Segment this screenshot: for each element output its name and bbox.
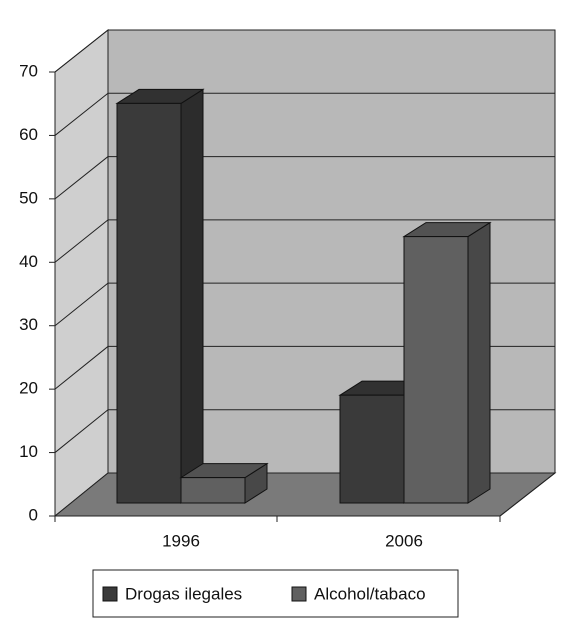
x-tick-label: 2006 xyxy=(385,531,423,550)
grid-line xyxy=(54,156,109,200)
bar xyxy=(180,477,246,504)
y-tick-label: 40 xyxy=(19,252,38,271)
y-tick-label: 70 xyxy=(19,61,38,80)
bar xyxy=(116,102,182,504)
bar-side xyxy=(180,88,204,504)
grid-line xyxy=(54,219,109,263)
y-tick-label: 20 xyxy=(19,379,38,398)
legend-label: Drogas ilegales xyxy=(125,584,242,603)
grid-line xyxy=(54,409,109,453)
bar xyxy=(403,236,469,504)
side-wall xyxy=(54,28,109,518)
legend-swatch xyxy=(102,586,118,602)
y-tick-label: 30 xyxy=(19,315,38,334)
grid-line xyxy=(54,282,109,327)
y-tick-label: 10 xyxy=(19,442,38,461)
x-tick-label: 1996 xyxy=(162,531,200,550)
grid-line xyxy=(54,346,109,390)
y-tick-label: 60 xyxy=(19,125,38,144)
legend xyxy=(92,569,459,618)
y-tick-label: 50 xyxy=(19,188,38,207)
grid-line xyxy=(54,92,109,136)
legend-swatch xyxy=(291,586,307,602)
floor-edge xyxy=(499,472,556,517)
y-tick-label: 0 xyxy=(29,505,38,524)
legend-label: Alcohol/tabaco xyxy=(314,584,426,603)
bar xyxy=(339,394,405,504)
grid-line xyxy=(54,29,109,73)
bar-side xyxy=(467,221,491,504)
